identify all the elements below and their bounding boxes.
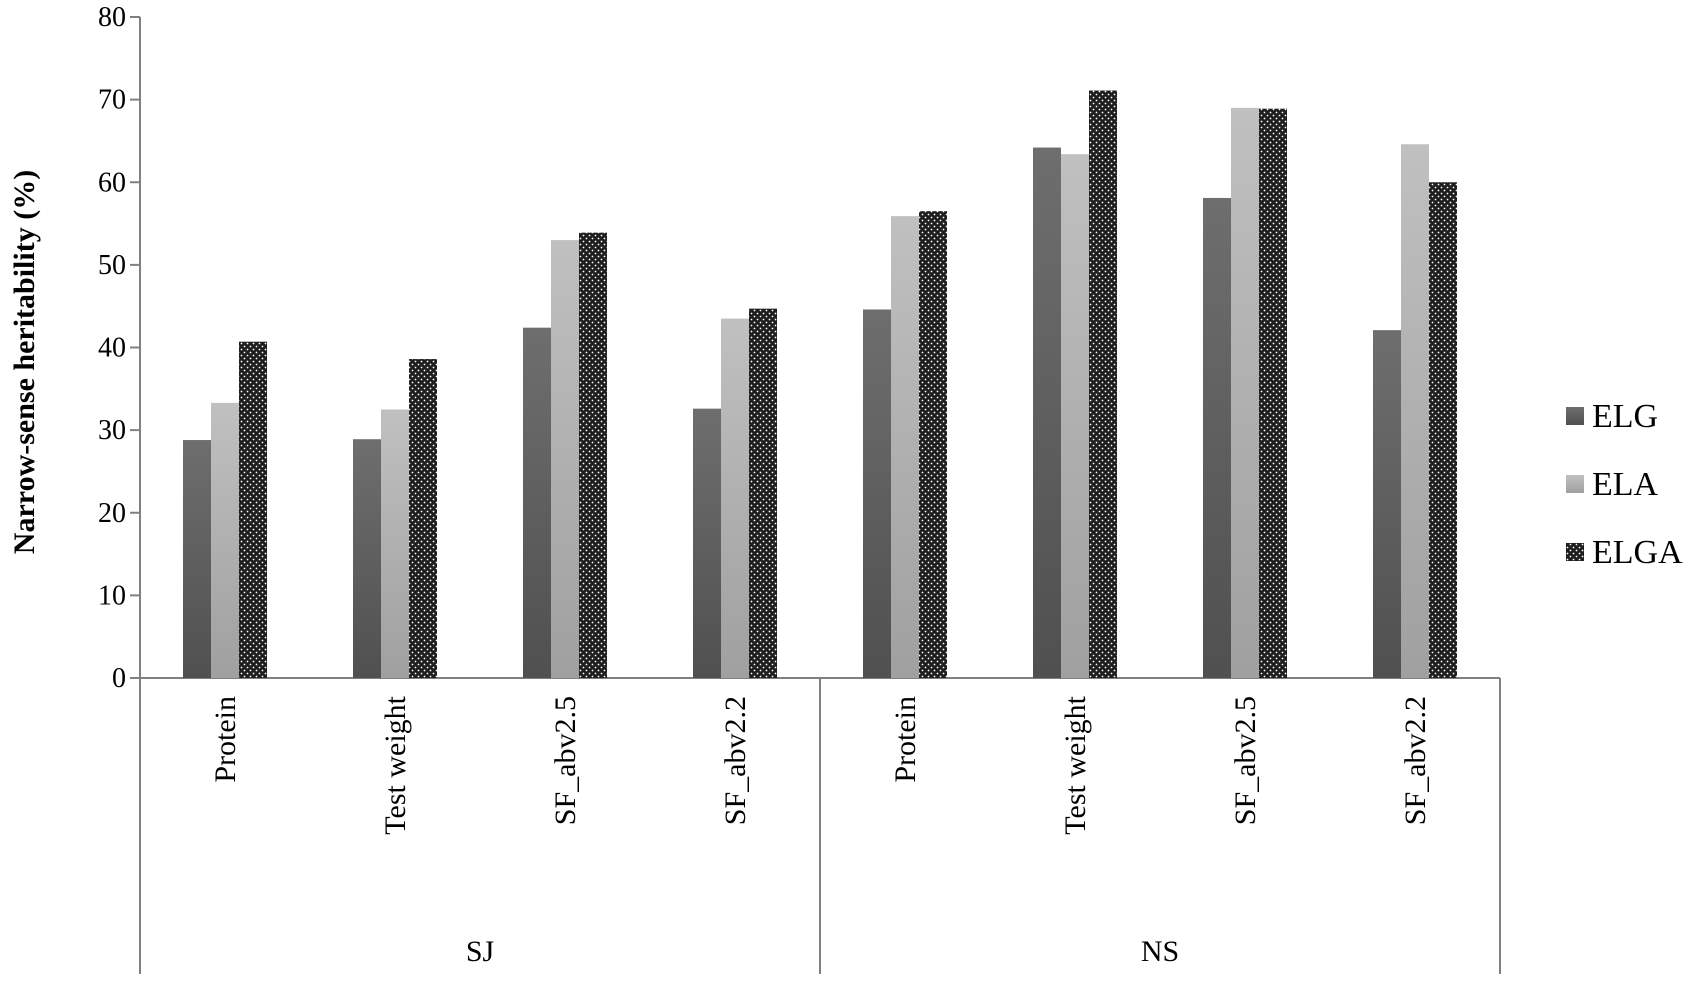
category-label: SF_abv2.2 <box>1399 696 1432 825</box>
category-label: SF_abv2.2 <box>719 696 752 825</box>
legend: ELG ELA ELGA <box>1566 398 1683 571</box>
legend-label: ELG <box>1592 398 1658 435</box>
category-label: Test weight <box>379 695 412 834</box>
bar-ela <box>1061 154 1089 679</box>
bars <box>183 90 1457 679</box>
bar-elga <box>1089 90 1117 678</box>
bar-elga <box>1429 182 1457 678</box>
category-label: Protein <box>209 696 242 783</box>
bar-elga <box>409 359 437 678</box>
y-tick-label: 0 <box>112 663 126 694</box>
group-label: NS <box>1141 935 1179 968</box>
bar-elg <box>1203 197 1231 679</box>
category-label: SF_abv2.5 <box>549 696 582 825</box>
group-label: SJ <box>466 935 495 968</box>
legend-swatch-ela <box>1566 475 1584 493</box>
y-tick-label: 50 <box>98 250 126 281</box>
bar-elga <box>579 232 607 678</box>
category-label: SF_abv2.5 <box>1229 696 1262 825</box>
y-tick-label: 30 <box>98 415 126 446</box>
bar-elg <box>693 408 721 678</box>
group-labels: SJ NS <box>466 935 1179 968</box>
legend-swatch-elga <box>1566 543 1584 561</box>
bar-elga <box>749 308 777 678</box>
y-tick-label: 10 <box>98 580 126 611</box>
y-tick-label: 80 <box>98 2 126 33</box>
bar-elga <box>239 341 267 678</box>
bar-ela <box>211 402 239 678</box>
bar-ela <box>891 216 919 678</box>
bar-elg <box>353 439 381 678</box>
axes <box>139 17 1501 974</box>
bar-ela <box>551 240 579 678</box>
bar-ela <box>1231 107 1259 678</box>
bar-ela <box>381 409 409 678</box>
bar-ela <box>721 318 749 678</box>
category-label: Test weight <box>1059 695 1092 834</box>
bar-ela <box>1401 144 1429 678</box>
y-tick-label: 40 <box>98 333 126 364</box>
y-axis-label: Narrow-sense heritability (%) <box>8 170 41 554</box>
legend-swatch-elg <box>1566 407 1584 425</box>
bar-elg <box>1373 330 1401 678</box>
bar-elg <box>183 440 211 678</box>
bar-elg <box>523 327 551 678</box>
bar-elga <box>919 211 947 678</box>
y-tick-label: 20 <box>98 498 126 529</box>
bar-elg <box>1033 147 1061 679</box>
y-ticks: 0 10 20 30 40 50 60 70 80 <box>98 2 140 694</box>
bar-elg <box>863 309 891 678</box>
legend-label: ELGA <box>1592 534 1683 571</box>
legend-label: ELA <box>1592 466 1659 503</box>
y-tick-label: 70 <box>98 85 126 116</box>
y-tick-label: 60 <box>98 167 126 198</box>
bar-elga <box>1259 108 1287 679</box>
category-label: Protein <box>889 696 922 783</box>
category-labels: Protein Test weight SF_abv2.5 SF_abv2.2 Prot… <box>209 695 1432 834</box>
